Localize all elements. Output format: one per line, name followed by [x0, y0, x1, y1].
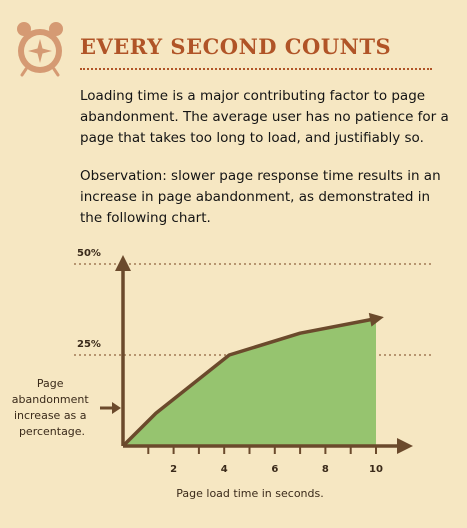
observation-paragraph: Observation: slower page response time r…: [80, 168, 441, 226]
x-tick-label-2: 2: [170, 464, 177, 475]
x-tick-label-4: 4: [221, 464, 228, 475]
x-tick-label-10: 10: [369, 464, 383, 475]
title-divider: [80, 68, 432, 70]
y-axis-title-pointer-head: [112, 402, 121, 414]
y-tick-label-50: 50%: [77, 248, 101, 259]
abandonment-chart: 25% 50% 2 4 6 8 10 Page load time in seconds.…: [12, 248, 432, 500]
alarm-clock-icon: [17, 22, 63, 77]
line-arrowhead: [368, 312, 384, 327]
x-axis-title: Page load time in seconds.: [176, 487, 323, 500]
y-axis-title: Page abandonment increase as a percentag…: [12, 377, 92, 438]
page-title: EVERY SECOND COUNTS: [80, 34, 392, 59]
x-tick-label-8: 8: [322, 464, 329, 475]
intro-paragraph: Loading time is a major contributing fac…: [80, 88, 449, 146]
x-tick-label-6: 6: [271, 464, 278, 475]
abandonment-line: [121, 316, 377, 448]
x-axis-arrowhead: [397, 438, 413, 454]
y-axis-arrowhead: [115, 255, 131, 271]
y-tick-label-25: 25%: [77, 339, 101, 350]
abandonment-area: [123, 318, 376, 446]
